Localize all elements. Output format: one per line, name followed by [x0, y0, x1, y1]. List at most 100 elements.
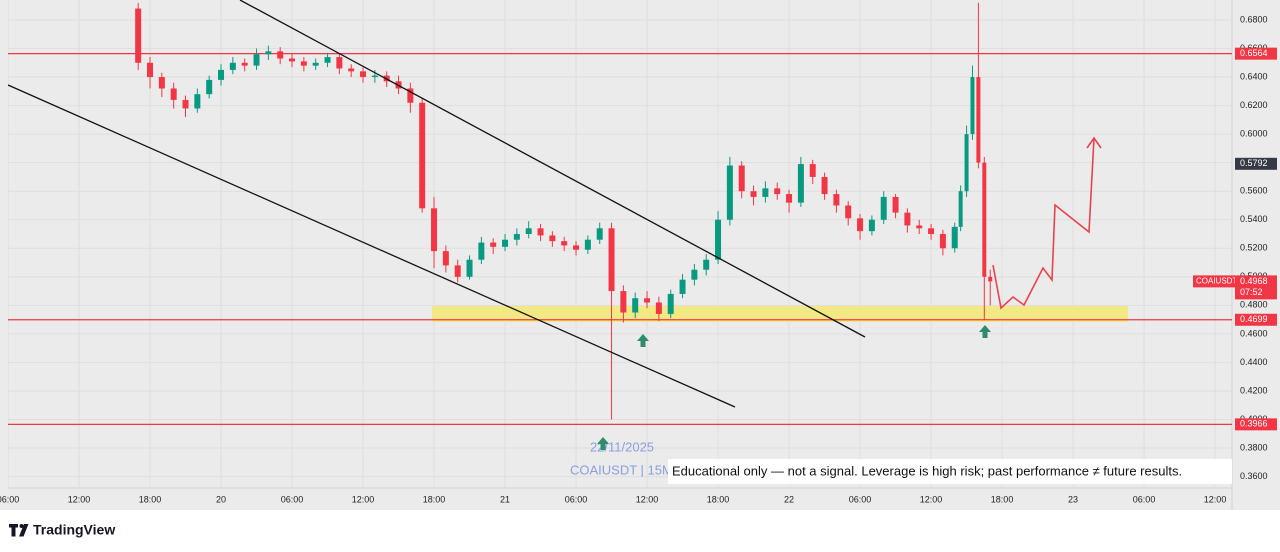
- up-arrow: [637, 334, 649, 347]
- y-tick-label: 0.6000: [1240, 129, 1268, 139]
- x-tick-label: 12:00: [920, 494, 943, 504]
- x-tick-label: 18:00: [991, 494, 1014, 504]
- candle-body: [976, 77, 981, 163]
- candle-body: [868, 219, 875, 232]
- candle-body: [442, 251, 449, 266]
- candle-body: [608, 228, 615, 292]
- candle-body: [982, 162, 987, 277]
- x-tick-label: 06:00: [0, 494, 19, 504]
- candle-body: [324, 57, 331, 63]
- candle-body: [478, 242, 485, 260]
- candle-body: [809, 164, 816, 177]
- drawings: [8, 0, 1102, 408]
- y-tick-label: 0.4600: [1240, 328, 1268, 338]
- watermark: COAIUSDT | 15M: [570, 462, 673, 477]
- candle-body: [632, 298, 639, 313]
- symbol-label-box: [1193, 275, 1235, 288]
- price-label-box: [1235, 313, 1277, 326]
- x-tick-label: 12:00: [68, 494, 91, 504]
- candle-body: [644, 298, 651, 303]
- candle-body: [502, 239, 509, 247]
- candle-body: [970, 77, 975, 135]
- footer-background: [0, 510, 1280, 552]
- candle-body: [348, 68, 355, 72]
- y-tick-label: 0.5200: [1240, 243, 1268, 253]
- x-tick-label: 12:00: [1204, 494, 1227, 504]
- candle-body: [774, 188, 781, 195]
- forecast-path: [992, 137, 1095, 310]
- candle-body: [584, 239, 591, 250]
- forecast-arrowhead: [1086, 136, 1102, 149]
- candle-body: [241, 62, 248, 66]
- candle-body: [206, 79, 213, 95]
- candle-body: [738, 165, 745, 192]
- disclaimer: Educational only — not a signal. Leverag…: [672, 463, 1182, 478]
- candle-body: [300, 61, 307, 66]
- candle-body: [135, 8, 142, 63]
- candle-body: [703, 259, 710, 270]
- candle-body: [667, 293, 674, 314]
- candle-body: [513, 234, 520, 240]
- candle-body: [655, 302, 662, 314]
- y-tick-label: 0.4800: [1240, 300, 1268, 310]
- x-tick-label: 06:00: [1133, 494, 1156, 504]
- x-tick-label: 21: [500, 494, 510, 504]
- logo-mark: [9, 524, 18, 537]
- candle-body: [726, 165, 733, 220]
- symbol-label: COAIUSDT: [1196, 276, 1237, 285]
- y-tick-label: 0.4400: [1240, 357, 1268, 367]
- y-tick-label: 0.4200: [1240, 385, 1268, 395]
- y-tick-label: 0.6800: [1240, 14, 1268, 24]
- candle-body: [857, 218, 864, 232]
- brand-logo: TradingView: [9, 522, 115, 538]
- candle-body: [964, 134, 969, 192]
- price-label: 0.5792: [1240, 158, 1268, 168]
- countdown-label: 07:52: [1240, 287, 1263, 297]
- candle-body: [170, 88, 177, 100]
- x-tick-label: 06:00: [281, 494, 304, 504]
- logo-mark: [19, 524, 24, 528]
- candle-body: [419, 102, 426, 209]
- plot: [8, 53, 1232, 425]
- candle-body: [939, 234, 946, 249]
- support-zone: [432, 306, 1128, 322]
- candle-body: [750, 191, 757, 197]
- candle-body: [277, 51, 284, 59]
- y-tick-label: 0.5600: [1240, 186, 1268, 196]
- y-tick-label: 0.6400: [1240, 71, 1268, 81]
- candle-body: [904, 212, 911, 226]
- y-tick-label: 0.3600: [1240, 471, 1268, 481]
- x-tick-label: 18:00: [423, 494, 446, 504]
- candle-body: [537, 228, 544, 236]
- x-tick-label: 12:00: [636, 494, 659, 504]
- trend-line: [239, 0, 866, 338]
- candle-body: [265, 51, 272, 55]
- x-tick-label: 23: [1068, 494, 1078, 504]
- candle-body: [312, 62, 319, 66]
- candle-body: [821, 176, 828, 195]
- price-label: 0.3966: [1240, 419, 1268, 429]
- candle-body: [958, 191, 963, 227]
- candle-body: [679, 279, 686, 294]
- up-arrow: [979, 325, 991, 338]
- candle-body: [833, 194, 840, 206]
- candles: [135, 2, 993, 420]
- price-label-box: [1235, 157, 1277, 170]
- price-label-box: [1235, 47, 1277, 60]
- last-price-box: [1235, 275, 1277, 300]
- price-label: 0.6564: [1240, 48, 1268, 58]
- candle-body: [407, 88, 414, 103]
- disclaimer-box: [668, 459, 1232, 484]
- x-tick-label: 20: [216, 494, 226, 504]
- candle-body: [525, 228, 532, 235]
- candle-body: [797, 164, 804, 203]
- candle-body: [786, 194, 793, 203]
- candle-body: [490, 242, 497, 247]
- candle-body: [289, 58, 296, 62]
- x-tick-label: 06:00: [565, 494, 588, 504]
- candle-body: [549, 235, 556, 242]
- candle-body: [182, 99, 189, 109]
- candle-body: [431, 208, 438, 252]
- y-tick-label: 0.5400: [1240, 214, 1268, 224]
- x-tick-label: 18:00: [707, 494, 730, 504]
